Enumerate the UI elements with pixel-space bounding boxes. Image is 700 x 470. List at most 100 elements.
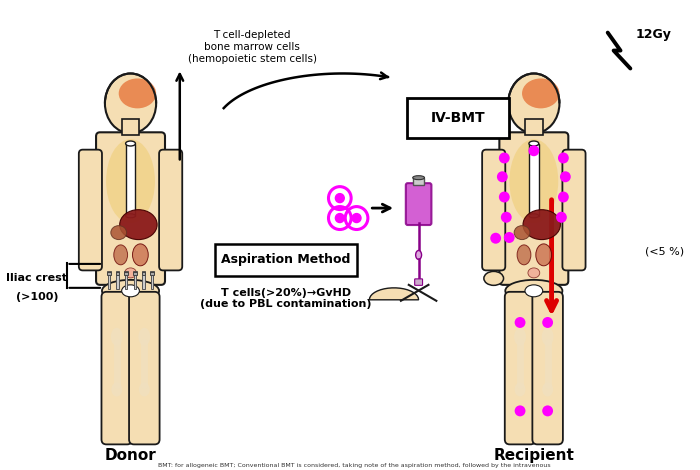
Bar [125, 275, 127, 289]
Bar [133, 271, 136, 273]
Polygon shape [370, 288, 419, 300]
Circle shape [335, 213, 344, 222]
Text: IV-BMT: IV-BMT [430, 111, 485, 125]
Ellipse shape [122, 285, 139, 297]
Ellipse shape [102, 280, 159, 302]
Ellipse shape [111, 328, 122, 346]
Ellipse shape [528, 268, 540, 278]
Bar [107, 273, 111, 275]
Circle shape [504, 232, 514, 243]
FancyBboxPatch shape [499, 132, 568, 285]
Ellipse shape [413, 176, 424, 180]
Circle shape [335, 194, 344, 203]
Ellipse shape [525, 285, 542, 297]
FancyBboxPatch shape [562, 149, 586, 270]
Ellipse shape [114, 245, 127, 265]
FancyBboxPatch shape [505, 292, 536, 444]
Ellipse shape [529, 214, 539, 218]
Ellipse shape [120, 210, 157, 240]
FancyBboxPatch shape [406, 183, 431, 225]
Ellipse shape [505, 280, 562, 302]
Bar [125, 271, 128, 273]
Circle shape [497, 171, 508, 182]
Circle shape [528, 145, 539, 156]
FancyBboxPatch shape [159, 149, 182, 270]
Ellipse shape [416, 251, 421, 259]
FancyBboxPatch shape [533, 292, 563, 444]
Bar [150, 273, 154, 275]
Ellipse shape [522, 78, 559, 109]
FancyBboxPatch shape [102, 292, 132, 444]
FancyBboxPatch shape [129, 292, 160, 444]
Ellipse shape [536, 244, 552, 266]
Circle shape [490, 233, 501, 244]
Ellipse shape [125, 141, 136, 146]
Text: T cells(>20%)→GvHD
(due to PBL contamination): T cells(>20%)→GvHD (due to PBL contamina… [200, 288, 372, 309]
Circle shape [352, 213, 361, 222]
Bar [116, 273, 119, 275]
Bar [116, 275, 119, 289]
Text: T cell-depleted
bone marrow cells
(hemopoietic stem cells): T cell-depleted bone marrow cells (hemop… [188, 30, 316, 63]
Ellipse shape [111, 226, 127, 240]
Text: (<5 %): (<5 %) [645, 247, 685, 257]
Text: Donor: Donor [105, 448, 156, 463]
Ellipse shape [132, 244, 148, 266]
Bar [116, 271, 119, 273]
Bar [529, 143, 539, 216]
Ellipse shape [517, 245, 531, 265]
Bar [151, 275, 153, 289]
Ellipse shape [105, 73, 156, 133]
Ellipse shape [125, 214, 136, 218]
Ellipse shape [139, 328, 150, 346]
Bar [108, 275, 110, 289]
Bar [107, 271, 111, 273]
Bar [134, 275, 136, 289]
FancyBboxPatch shape [407, 98, 509, 138]
Bar [133, 273, 136, 275]
Circle shape [556, 212, 567, 223]
Circle shape [558, 192, 569, 203]
Ellipse shape [508, 73, 559, 133]
Bar [122, 119, 139, 135]
Text: 12Gy: 12Gy [636, 28, 671, 40]
Ellipse shape [542, 328, 554, 346]
Ellipse shape [139, 383, 150, 397]
Text: (>100): (>100) [15, 292, 58, 302]
Ellipse shape [484, 271, 503, 285]
Bar [413, 178, 424, 185]
Text: Aspiration Method: Aspiration Method [221, 253, 350, 266]
Bar [125, 273, 128, 275]
Circle shape [499, 152, 510, 164]
Ellipse shape [529, 141, 539, 146]
FancyBboxPatch shape [215, 244, 356, 276]
Ellipse shape [119, 78, 156, 109]
FancyBboxPatch shape [96, 132, 165, 285]
Ellipse shape [111, 383, 122, 397]
Ellipse shape [523, 210, 561, 240]
Circle shape [558, 152, 569, 164]
Ellipse shape [514, 226, 530, 240]
FancyBboxPatch shape [79, 149, 102, 270]
Bar [142, 275, 145, 289]
Bar [142, 273, 146, 275]
Circle shape [542, 317, 553, 328]
Circle shape [514, 406, 526, 416]
Circle shape [514, 317, 526, 328]
Circle shape [560, 171, 570, 182]
Circle shape [542, 406, 553, 416]
Text: BMT: for allogeneic BMT; Conventional BMT is considered, taking note of the aspi: BMT: for allogeneic BMT; Conventional BM… [158, 463, 551, 468]
Ellipse shape [542, 383, 553, 397]
Bar [142, 271, 146, 273]
Bar [525, 119, 542, 135]
Ellipse shape [125, 268, 136, 278]
Ellipse shape [514, 383, 526, 397]
Bar [150, 271, 154, 273]
FancyBboxPatch shape [482, 149, 505, 270]
Circle shape [501, 212, 512, 223]
Text: Recipient: Recipient [494, 448, 574, 463]
Ellipse shape [106, 139, 155, 223]
Ellipse shape [514, 328, 526, 346]
Text: Iliac crest: Iliac crest [6, 273, 67, 283]
Ellipse shape [510, 139, 559, 223]
Bar [125, 143, 136, 216]
